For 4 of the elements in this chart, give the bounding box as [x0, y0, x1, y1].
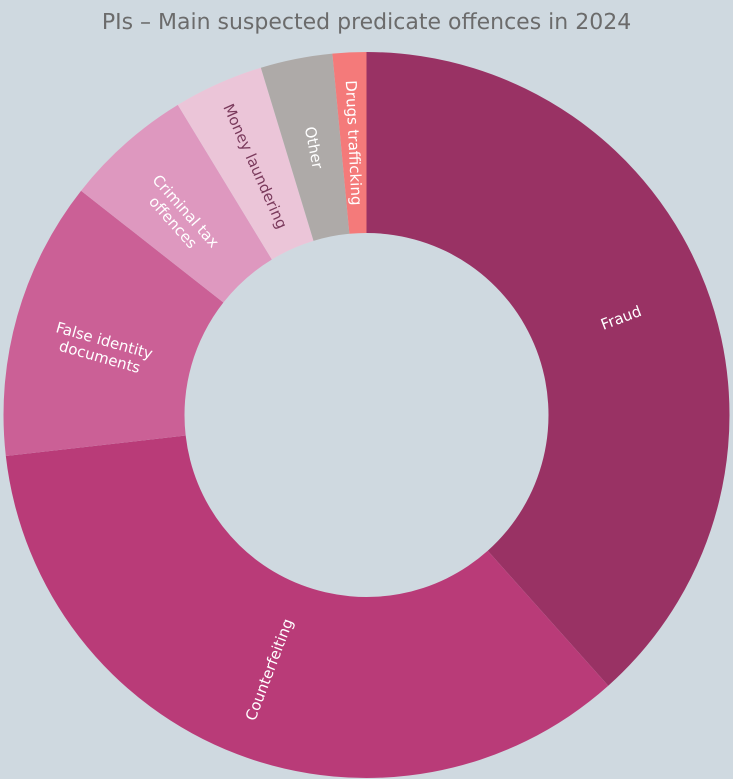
slice-label: Drugs trafficking: [342, 80, 366, 206]
slice-label: Fraud: [598, 302, 644, 334]
slice-label: Other: [300, 125, 327, 172]
chart-title: PIs – Main suspected predicate offences in 2024: [102, 10, 632, 35]
